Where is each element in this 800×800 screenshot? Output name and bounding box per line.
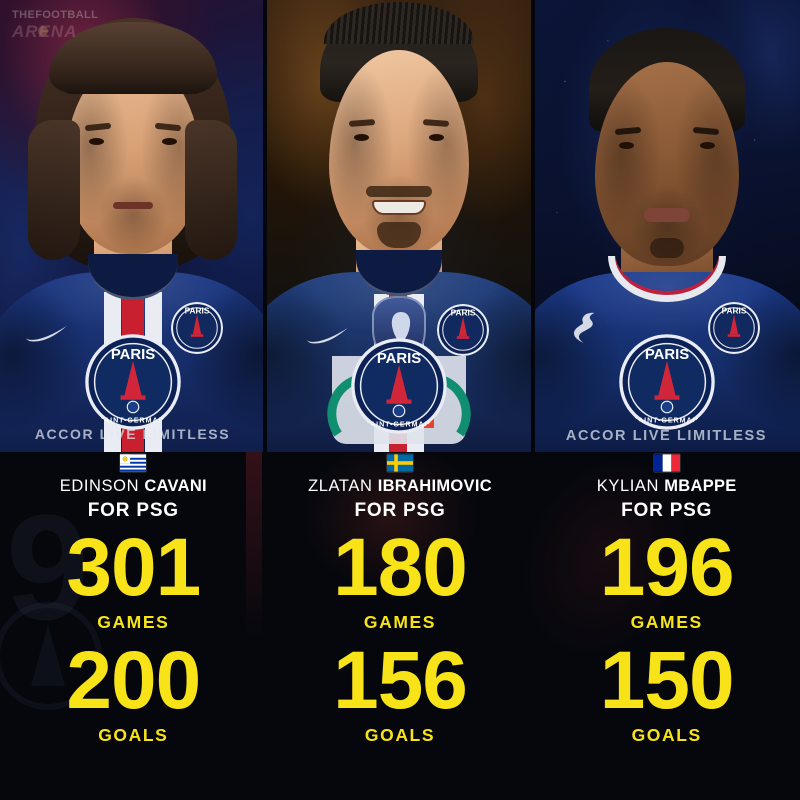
face-shading	[329, 50, 469, 256]
svg-text:SAINT-GERMAIN: SAINT-GERMAIN	[632, 416, 701, 424]
games-label: GAMES	[97, 611, 170, 632]
player-photo-band: PARIS PARIS SAINT-GERMAIN ACCOR LIVE LIM…	[0, 0, 800, 452]
psg-crest-large: PARIS SAINT-GERMAIN	[84, 334, 181, 430]
player-last-name: CAVANI	[144, 477, 207, 495]
psg-crest-small: PARIS	[171, 302, 223, 354]
nike-swoosh-icon	[306, 328, 348, 344]
moustache	[366, 186, 432, 197]
svg-text:PARIS: PARIS	[185, 305, 210, 315]
eye-left	[88, 138, 104, 145]
psg-crest-small: PARIS	[437, 304, 489, 356]
face	[594, 62, 739, 266]
svg-text:PARIS: PARIS	[451, 307, 476, 317]
jersey-sponsor-text: ACCOR LIVE LIMITLESS	[565, 428, 768, 444]
eye-right	[161, 138, 177, 145]
stat-column-cavani: EDINSON CAVANI FOR PSG 301 GAMES 200 GOA…	[0, 452, 267, 800]
stat-column-mbappe: KYLIAN MBAPPE FOR PSG 196 GAMES 150 GOAL…	[533, 452, 800, 800]
player-first-name: EDINSON	[59, 477, 140, 495]
player-first-name: ZLATAN	[308, 477, 373, 495]
games-label: GAMES	[630, 611, 703, 632]
for-psg-label: FOR PSG	[621, 499, 713, 521]
background-stripe	[246, 452, 262, 642]
goals-value-ibrahimovic: 156	[333, 634, 468, 726]
svg-text:SAINT-GERMAIN: SAINT-GERMAIN	[98, 416, 167, 424]
sweden-flag-icon	[387, 454, 413, 472]
player-photo-mbappe: PARIS PARIS SAINT-GERMAIN ACCOR LIVE LIM…	[533, 0, 800, 452]
games-value-ibrahimovic: 180	[333, 521, 468, 613]
france-flag-icon	[653, 454, 680, 472]
svg-text:PARIS: PARIS	[110, 347, 154, 363]
goals-label: GOALS	[364, 724, 436, 745]
eye-right	[699, 142, 715, 149]
face-shading	[594, 62, 739, 266]
hair-strands	[324, 2, 474, 44]
player-last-name: IBRAHIMOVIC	[377, 477, 492, 495]
psg-crest-large: PARIS SAINT-GERMAIN	[351, 338, 447, 434]
mouth	[643, 208, 690, 222]
player-figure-ibrahimovic: PARIS PARIS SAINT-GERMAIN	[265, 0, 533, 452]
games-value-cavani: 301	[66, 521, 201, 613]
mouth-smile	[372, 200, 426, 215]
face	[329, 50, 469, 256]
player-first-name: KYLIAN	[596, 477, 660, 495]
eye-left	[618, 142, 634, 149]
stats-background: 9	[0, 452, 800, 800]
hair-front	[48, 22, 217, 94]
goals-label: GOALS	[631, 724, 702, 745]
chin-beard	[649, 238, 684, 258]
games-value-mbappe: 196	[599, 521, 735, 613]
player-name-cavani: EDINSON CAVANI	[0, 477, 267, 496]
goals-label: GOALS	[98, 724, 169, 745]
hair-curl-right	[185, 120, 237, 260]
nike-swoosh-icon	[25, 326, 67, 342]
player-figure-mbappe: PARIS PARIS SAINT-GERMAIN ACCOR LIVE LIM…	[533, 0, 800, 452]
mouth	[112, 202, 153, 209]
background-glow-1	[300, 452, 480, 592]
jumpman-icon	[573, 312, 594, 343]
svg-text:PARIS: PARIS	[644, 347, 688, 363]
hair-curl-left	[28, 120, 80, 260]
panel-divider-left	[263, 0, 267, 452]
player-name-mbappe: KYLIAN MBAPPE	[533, 477, 800, 496]
uruguay-flag-icon	[120, 454, 147, 472]
svg-text:SAINT-GERMAIN: SAINT-GERMAIN	[364, 420, 433, 428]
stat-column-ibrahimovic: ZLATAN IBRAHIMOVIC FOR PSG 180 GAMES 156…	[267, 452, 534, 800]
svg-text:PARIS: PARIS	[722, 305, 747, 315]
player-photo-cavani: PARIS PARIS SAINT-GERMAIN ACCOR LIVE LIM…	[0, 0, 265, 452]
goals-value-cavani: 200	[66, 634, 201, 726]
jersey-sponsor-text: ACCOR LIVE LIMITLESS	[34, 426, 231, 442]
eye-right	[429, 134, 444, 141]
goals-value-mbappe: 150	[599, 634, 735, 726]
player-figure-cavani: PARIS PARIS SAINT-GERMAIN ACCOR LIVE LIM…	[0, 0, 265, 452]
eye-left	[354, 134, 369, 141]
panel-divider-right	[531, 0, 535, 452]
psg-crest-large: PARIS SAINT-GERMAIN	[618, 334, 715, 430]
player-photo-ibrahimovic: PARIS PARIS SAINT-GERMAIN	[265, 0, 533, 452]
svg-text:PARIS: PARIS	[377, 351, 421, 367]
for-psg-label: FOR PSG	[87, 499, 179, 521]
player-name-ibrahimovic: ZLATAN IBRAHIMOVIC	[267, 477, 534, 496]
stats-section: 9 EDINSON CAVANI F	[0, 452, 800, 800]
background-psg-crest	[0, 602, 102, 710]
games-label: GAMES	[363, 611, 437, 632]
goatee	[377, 222, 421, 248]
for-psg-label: FOR PSG	[354, 499, 446, 521]
player-last-name: MBAPPE	[664, 477, 737, 495]
psg-crest-small: PARIS	[708, 302, 760, 354]
